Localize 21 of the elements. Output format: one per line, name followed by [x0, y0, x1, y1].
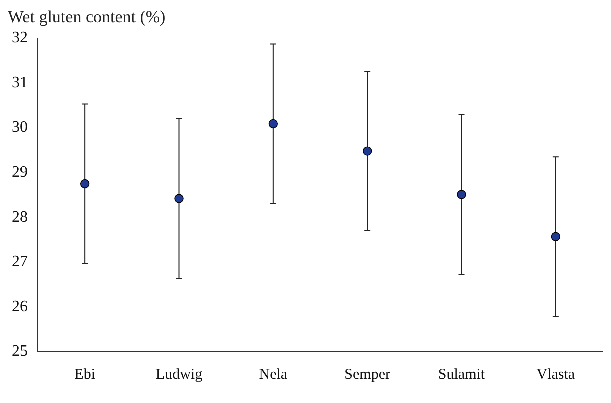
- y-tick-label: 25: [12, 343, 28, 360]
- point: [362, 146, 372, 156]
- y-tick-label: 30: [12, 119, 28, 136]
- point: [174, 194, 184, 204]
- y-tick-label: 32: [12, 30, 28, 47]
- point: [268, 119, 278, 129]
- x-tick-label: Sulamit: [438, 366, 486, 383]
- y-tick-label: 31: [12, 74, 28, 92]
- x-tick-label: Ebi: [74, 366, 96, 383]
- point: [80, 179, 90, 189]
- y-tick-label: 26: [12, 298, 28, 316]
- x-tick-label: Nela: [259, 366, 288, 383]
- y-tick-label: 29: [12, 164, 28, 182]
- y-tick-label: 27: [12, 254, 28, 271]
- y-tick-label: 28: [12, 208, 28, 226]
- point: [457, 190, 466, 200]
- point: [551, 232, 561, 242]
- x-tick-label: Semper: [344, 366, 390, 383]
- x-tick-label: Vlasta: [536, 366, 576, 383]
- x-tick-label: Ludwig: [156, 366, 204, 383]
- y-axis-title: Wet gluten content (%): [8, 8, 166, 27]
